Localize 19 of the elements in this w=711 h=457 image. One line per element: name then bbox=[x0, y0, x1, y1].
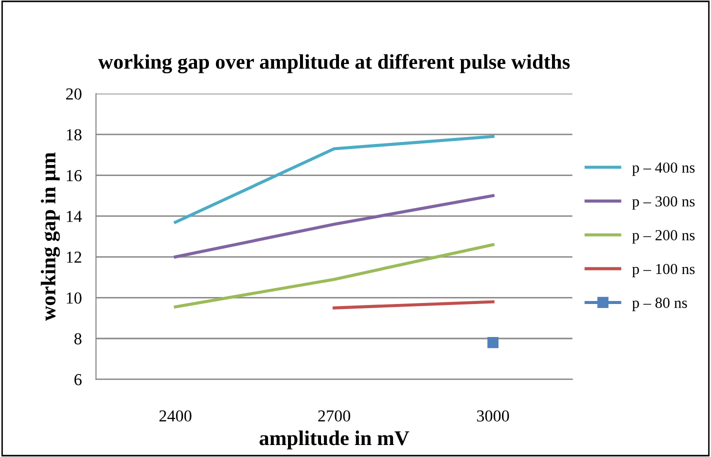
y-tick-label: 12 bbox=[66, 252, 82, 263]
y-tick-label: 14 bbox=[66, 210, 82, 222]
y-tick-label: 6 bbox=[74, 374, 82, 386]
x-tick-label: 3000 bbox=[477, 410, 509, 422]
legend-label: p – 400 ns bbox=[632, 162, 695, 176]
y-tick-label: 16 bbox=[66, 170, 82, 182]
y-tick-label: 8 bbox=[74, 333, 82, 344]
legend-label: p – 200 ns bbox=[632, 230, 695, 244]
y-axis-title: working gap in µm bbox=[40, 152, 60, 321]
x-tick-label: 2700 bbox=[318, 410, 350, 422]
legend-label: p – 100 ns bbox=[632, 264, 695, 278]
y-tick-label: 10 bbox=[66, 292, 82, 304]
y-tick-label: 18 bbox=[66, 129, 82, 140]
chart-title: working gap over amplitude at different pulse widths bbox=[98, 54, 570, 74]
legend-label: p – 300 ns bbox=[632, 196, 695, 210]
y-tick-label: 20 bbox=[66, 88, 82, 100]
x-axis-title: amplitude in mV bbox=[260, 430, 410, 450]
x-tick-label: 2400 bbox=[159, 410, 192, 422]
legend-label: p – 80 ns bbox=[632, 298, 687, 312]
